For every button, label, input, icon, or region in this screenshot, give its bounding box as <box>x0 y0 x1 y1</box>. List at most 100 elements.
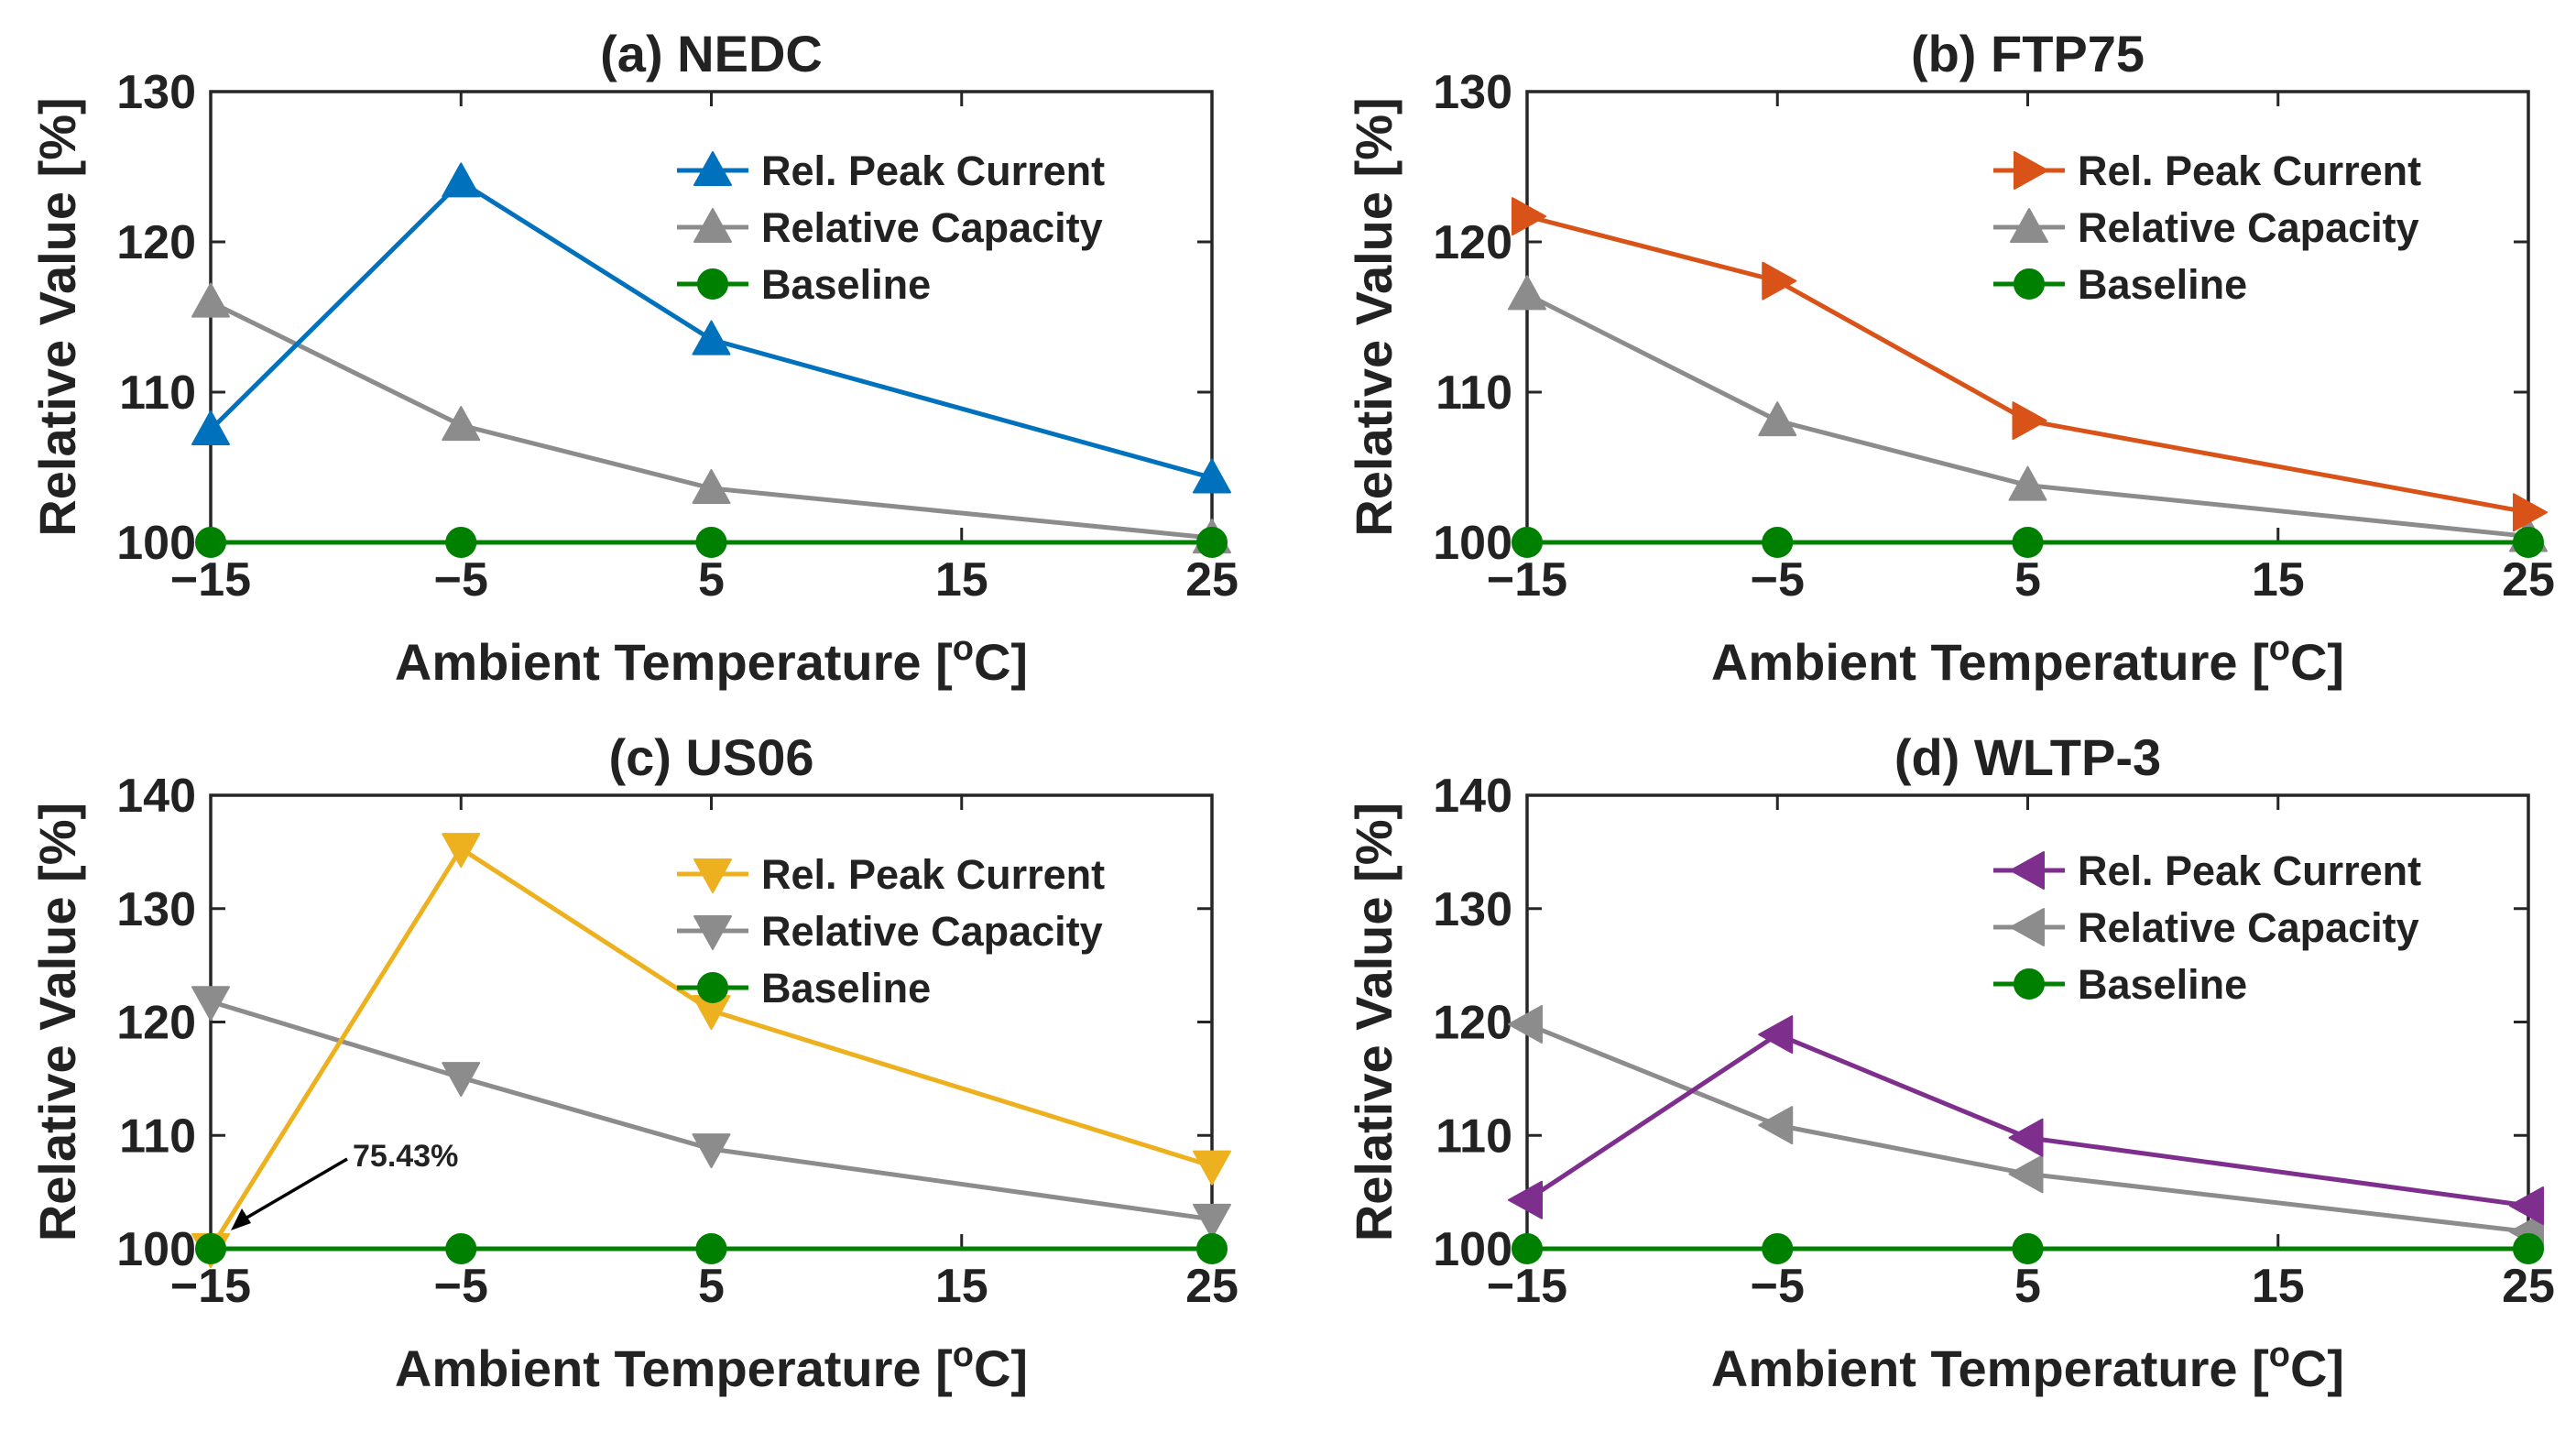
x-tick-label: −5 <box>1751 553 1805 607</box>
legend-item: Rel. Peak Current <box>1993 148 2421 194</box>
x-axis-label: Ambient Temperature [oC] <box>1711 1336 2344 1397</box>
x-axis-label-prefix: Ambient Temperature [ <box>1711 1339 2269 1397</box>
legend-label: Rel. Peak Current <box>2078 148 2421 194</box>
series-line <box>1525 1032 2529 1208</box>
legend-item: Relative Capacity <box>1993 904 2419 951</box>
x-tick-label: 25 <box>1185 553 1239 607</box>
y-tick-label: 100 <box>116 1223 196 1276</box>
series-line <box>1526 1022 2529 1234</box>
y-axis-label: Relative Value [%] <box>28 803 86 1241</box>
legend: Rel. Peak Current Relative Capacity Baseli… <box>1993 148 2421 308</box>
legend-marker <box>2014 151 2048 190</box>
x-axis-label-suffix: C] <box>974 633 1028 691</box>
data-point <box>2008 1154 2044 1194</box>
data-point <box>442 162 481 198</box>
x-tick-label: 15 <box>2252 1260 2305 1313</box>
chart-title: (a) NEDC <box>600 25 823 82</box>
y-tick-label: 130 <box>116 66 196 119</box>
x-tick-label: 5 <box>2014 1260 2041 1313</box>
legend-marker <box>693 858 732 893</box>
series-rel-peak-current <box>1512 197 2548 532</box>
y-tick-label: 100 <box>1433 517 1512 570</box>
y-tick-label: 120 <box>1433 216 1512 269</box>
y-tick-label: 130 <box>116 883 196 936</box>
x-tick-label: −5 <box>434 553 488 607</box>
x-tick-label: 25 <box>2502 553 2555 607</box>
y-tick-label: 130 <box>1433 883 1512 936</box>
chart-title: (b) FTP75 <box>1911 25 2145 82</box>
annotation-arrowhead <box>231 1208 251 1230</box>
x-axis-label: Ambient Temperature [oC] <box>1711 629 2344 691</box>
y-tick-label: 140 <box>116 770 196 823</box>
series-line <box>208 846 1213 1251</box>
legend-marker <box>2010 908 2045 946</box>
legend-marker <box>697 972 728 1003</box>
legend-item: Rel. Peak Current <box>1993 847 2421 894</box>
series-line <box>209 300 1213 541</box>
data-point <box>1196 527 1228 558</box>
series-line <box>209 179 1213 480</box>
x-tick-label: −15 <box>170 1260 251 1313</box>
x-tick-label: 5 <box>698 553 725 607</box>
data-point <box>695 527 727 558</box>
legend-item: Rel. Peak Current <box>677 851 1105 898</box>
y-tick-label: 110 <box>1435 366 1512 420</box>
legend-item: Relative Capacity <box>1993 204 2419 251</box>
x-tick-label: −15 <box>1487 1260 1567 1313</box>
x-tick-label: −15 <box>1487 553 1567 607</box>
chart-panel-1: (a) NEDC 100 110 120 130 −15 −5 5 15 25 Ambient Te… <box>28 25 1239 691</box>
y-tick-label: 100 <box>1433 1223 1512 1276</box>
y-tick-label: 100 <box>116 517 196 570</box>
legend-label: Relative Capacity <box>761 908 1103 955</box>
series-line <box>210 999 1213 1222</box>
legend-marker <box>2010 851 2045 890</box>
chart-title: (d) WLTP-3 <box>1894 728 2161 786</box>
x-tick-label: 15 <box>935 1260 988 1313</box>
data-point <box>442 406 481 442</box>
data-point <box>442 833 481 869</box>
legend: Rel. Peak Current Relative Capacity Baseli… <box>677 851 1105 1011</box>
legend-label: Rel. Peak Current <box>2078 847 2421 894</box>
legend-marker <box>2014 268 2045 300</box>
legend-label: Baseline <box>2078 961 2247 1008</box>
legend-label: Relative Capacity <box>761 204 1103 251</box>
data-point <box>445 1233 477 1264</box>
legend-label: Rel. Peak Current <box>761 851 1105 898</box>
x-axis-label-prefix: Ambient Temperature [ <box>1711 633 2269 691</box>
data-point <box>2008 1118 2044 1157</box>
y-axis-label: Relative Value [%] <box>1345 803 1403 1241</box>
data-point <box>2513 527 2544 558</box>
series-rel-peak-current <box>1508 1015 2544 1225</box>
chart-panel-3: (c) US06 100 110 120 130 140 −15 −5 5 15 25 Ambient… <box>28 728 1239 1397</box>
data-point <box>445 527 477 558</box>
data-point <box>2012 527 2044 558</box>
x-tick-label: 5 <box>2014 553 2041 607</box>
data-point <box>695 1233 727 1264</box>
y-tick-label: 110 <box>1435 1110 1512 1163</box>
data-point <box>1758 1015 1794 1055</box>
data-point <box>1196 1233 1228 1264</box>
legend-item: Baseline <box>1993 261 2247 308</box>
data-point <box>692 320 731 355</box>
data-point <box>692 468 731 504</box>
series-rel-peak-current <box>191 162 1231 494</box>
chart-panel-2: (b) FTP75 100 110 120 130 −15 −5 5 15 25 Ambient T… <box>1345 25 2555 691</box>
legend-label: Baseline <box>761 261 931 308</box>
x-axis-label-suffix: C] <box>974 1339 1028 1397</box>
series-line <box>1526 213 2529 515</box>
data-point <box>1193 1150 1231 1186</box>
x-axis-label-prefix: Ambient Temperature [ <box>395 633 953 691</box>
data-point <box>1512 527 1543 558</box>
x-tick-label: 25 <box>1185 1260 1239 1313</box>
y-tick-label: 120 <box>116 216 196 269</box>
data-point <box>191 986 230 1022</box>
series-baseline <box>195 1233 1228 1264</box>
legend-item: Baseline <box>677 965 931 1011</box>
legend-item: Baseline <box>677 261 931 308</box>
x-axis-label: Ambient Temperature [oC] <box>395 1336 1028 1397</box>
data-point <box>2008 465 2047 501</box>
data-point <box>1758 1106 1794 1145</box>
data-point <box>1758 401 1797 437</box>
series-baseline <box>1512 527 2544 558</box>
